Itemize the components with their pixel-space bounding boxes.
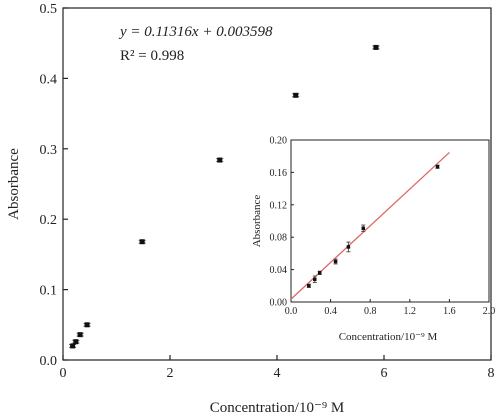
main-y-tick-label: 0.0 [40, 354, 58, 369]
point-marker [293, 92, 299, 98]
inset-x-tick-label: 2.0 [483, 306, 496, 317]
point-marker [361, 226, 366, 231]
inset-x-tick-label: 0.0 [285, 306, 298, 317]
inset-data-point [346, 241, 351, 253]
main-chart: 0 2 4 6 8 0.0 0.1 0.2 0.3 0.4 0.5 y = 0.11316x + 0… [6, 2, 495, 416]
main-data-point [69, 343, 77, 349]
point-marker [77, 332, 83, 338]
inset-data-point [361, 224, 366, 233]
inset-points [306, 164, 440, 288]
inset-fit-line [290, 151, 450, 300]
inset-plot-frame [290, 139, 490, 303]
inset-x-tick-label: 0.8 [364, 306, 377, 317]
point-marker [435, 164, 440, 169]
inset-y-tick-label: 0.16 [270, 168, 288, 179]
main-data-point [372, 44, 380, 50]
inset-x-tick-label: 0.4 [324, 306, 337, 317]
point-marker [346, 245, 351, 249]
point-marker [307, 284, 311, 288]
fit-equation: y = 0.11316x + 0.003598 [118, 24, 273, 40]
point-marker [139, 239, 145, 245]
inset-data-point [333, 258, 338, 265]
inset-axes [290, 139, 490, 303]
main-data-point [216, 157, 224, 163]
point-marker [373, 44, 379, 50]
r-squared: R² = 0.998 [120, 48, 184, 64]
inset-x-axis-title: Concentration/10⁻⁹ M [339, 331, 438, 343]
point-marker [333, 259, 338, 264]
main-data-point [83, 322, 91, 328]
main-y-tick-label: 0.4 [40, 72, 58, 87]
main-data-point [292, 92, 300, 98]
point-marker [217, 157, 223, 163]
point-marker [313, 277, 317, 282]
inset-data-point [435, 164, 440, 169]
main-data-point [138, 239, 146, 245]
point-marker [73, 339, 79, 345]
main-y-tick-label: 0.1 [40, 284, 58, 299]
inset-y-tick-label: 0.20 [270, 136, 288, 147]
main-x-tick-label: 8 [488, 366, 495, 381]
inset-x-tick-label: 1.6 [443, 306, 456, 317]
main-x-tick-label: 0 [60, 366, 67, 381]
main-y-tick-label: 0.5 [40, 2, 58, 17]
inset-data-point [306, 283, 311, 288]
main-data-point [72, 339, 80, 345]
inset-data-point [317, 270, 322, 275]
inset-x-tick-label: 1.2 [404, 306, 417, 317]
inset-y-tick-label: 0.12 [270, 200, 288, 211]
main-data-point [76, 332, 84, 338]
main-x-tick-label: 6 [381, 366, 388, 381]
inset-chart: 0.0 0.4 0.8 1.2 1.6 2.0 0.00 0.04 0.08 0.12 0.16 0.… [251, 136, 495, 344]
point-marker [70, 343, 76, 349]
inset-y-tick-label: 0.00 [270, 298, 288, 309]
point-marker [317, 271, 322, 275]
inset-data-point [312, 275, 317, 284]
point-marker [84, 322, 90, 328]
main-x-axis-title: Concentration/10⁻⁹ M [210, 400, 344, 416]
main-y-tick-label: 0.2 [40, 213, 58, 228]
inset-ticks: 0.0 0.4 0.8 1.2 1.6 2.0 0.00 0.04 0.08 0.12 0.16 0.… [270, 136, 496, 318]
inset-y-tick-label: 0.04 [270, 265, 288, 276]
main-y-axis-title: Absorbance [6, 148, 22, 220]
inset-y-tick-label: 0.08 [270, 233, 288, 244]
main-y-tick-label: 0.3 [40, 143, 58, 158]
inset-y-axis-title: Absorbance [251, 195, 263, 248]
main-x-tick-label: 4 [274, 366, 281, 381]
main-points [69, 44, 380, 349]
main-ticks: 0 2 4 6 8 0.0 0.1 0.2 0.3 0.4 0.5 [40, 2, 495, 381]
inset-regression-line [290, 151, 450, 300]
main-x-tick-label: 2 [167, 366, 174, 381]
